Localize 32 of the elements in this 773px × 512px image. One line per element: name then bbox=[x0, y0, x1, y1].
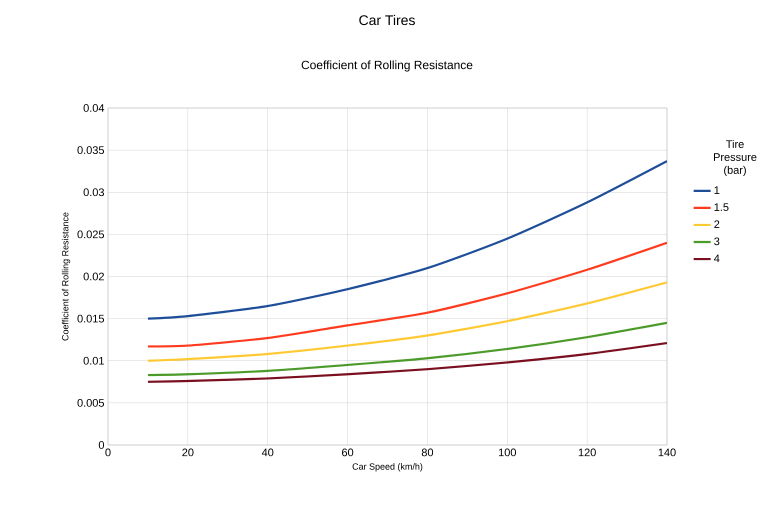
chart-subtitle: Coefficient of Rolling Resistance bbox=[302, 60, 472, 72]
x-tick-label: 0 bbox=[105, 448, 111, 456]
legend-label: 1.5 bbox=[714, 203, 729, 211]
x-tick-label: 120 bbox=[578, 448, 596, 456]
y-tick-label: 0 bbox=[98, 441, 104, 449]
x-tick-label: 80 bbox=[422, 448, 434, 456]
y-tick-label: 0.01 bbox=[84, 356, 104, 365]
y-tick-label: 0.015 bbox=[77, 314, 104, 323]
y-tick-label: 0.04 bbox=[84, 104, 104, 112]
line-series bbox=[146, 322, 668, 376]
line-series bbox=[146, 281, 668, 362]
y-tick-label: 0.035 bbox=[77, 146, 104, 154]
x-tick-label: 40 bbox=[262, 448, 274, 456]
line-series bbox=[146, 160, 668, 320]
y-axis-title: Coefficient of Rolling Resistance bbox=[62, 212, 70, 341]
y-tick-label: 0.005 bbox=[77, 399, 104, 407]
x-axis-title: Car Speed (km/h) bbox=[352, 463, 422, 472]
x-tick-label: 60 bbox=[342, 448, 354, 456]
y-tick-label: 0.02 bbox=[84, 272, 104, 280]
legend-label: 4 bbox=[714, 254, 720, 262]
y-tick-label: 0.025 bbox=[77, 230, 104, 238]
line-series bbox=[146, 342, 668, 383]
legend-title: Tire Pressure (bar) bbox=[714, 140, 756, 176]
x-tick-label: 100 bbox=[498, 448, 516, 456]
x-tick-label: 140 bbox=[658, 448, 676, 456]
line-series bbox=[146, 242, 668, 348]
legend-label: 2 bbox=[714, 220, 720, 228]
legend-label: 1 bbox=[714, 186, 720, 194]
x-tick-label: 20 bbox=[182, 448, 194, 456]
chart-title: Car Tires bbox=[359, 14, 415, 26]
legend-label: 3 bbox=[714, 237, 720, 246]
y-tick-label: 0.03 bbox=[84, 188, 104, 196]
